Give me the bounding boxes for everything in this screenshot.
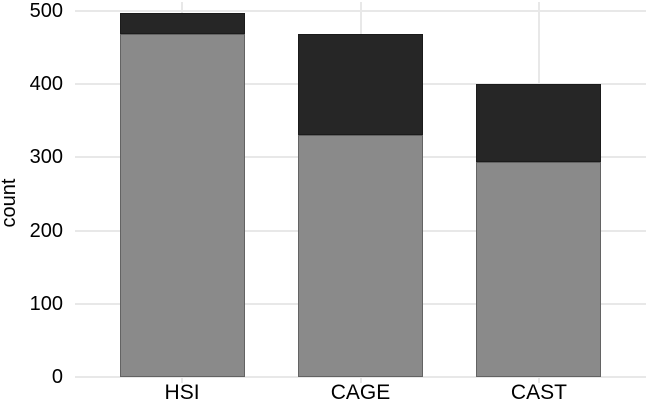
bar-cast-gray-segment [476,161,602,377]
y-tick-label-200: 200 [29,219,63,242]
y-tick-label-100: 100 [29,292,63,315]
bar-cast-dark-segment [476,84,602,162]
h-gridline-0 [75,376,646,378]
bar-cage-gray-segment [298,135,423,377]
bar-hsi-dark-segment [119,13,245,35]
h-gridline-500 [75,10,646,12]
bar-hsi-gray-segment [119,34,245,377]
y-tick-label-0: 0 [51,366,63,388]
y-tick-label-500: 500 [29,0,63,22]
bar-cage-dark-segment [298,33,423,136]
x-category-label-hsi: HSI [164,381,200,404]
x-category-label-cage: CAGE [330,381,391,404]
y-tick-label-300: 300 [29,146,63,169]
y-tick-label-400: 400 [29,73,63,96]
x-category-label-cast: CAST [510,381,567,404]
